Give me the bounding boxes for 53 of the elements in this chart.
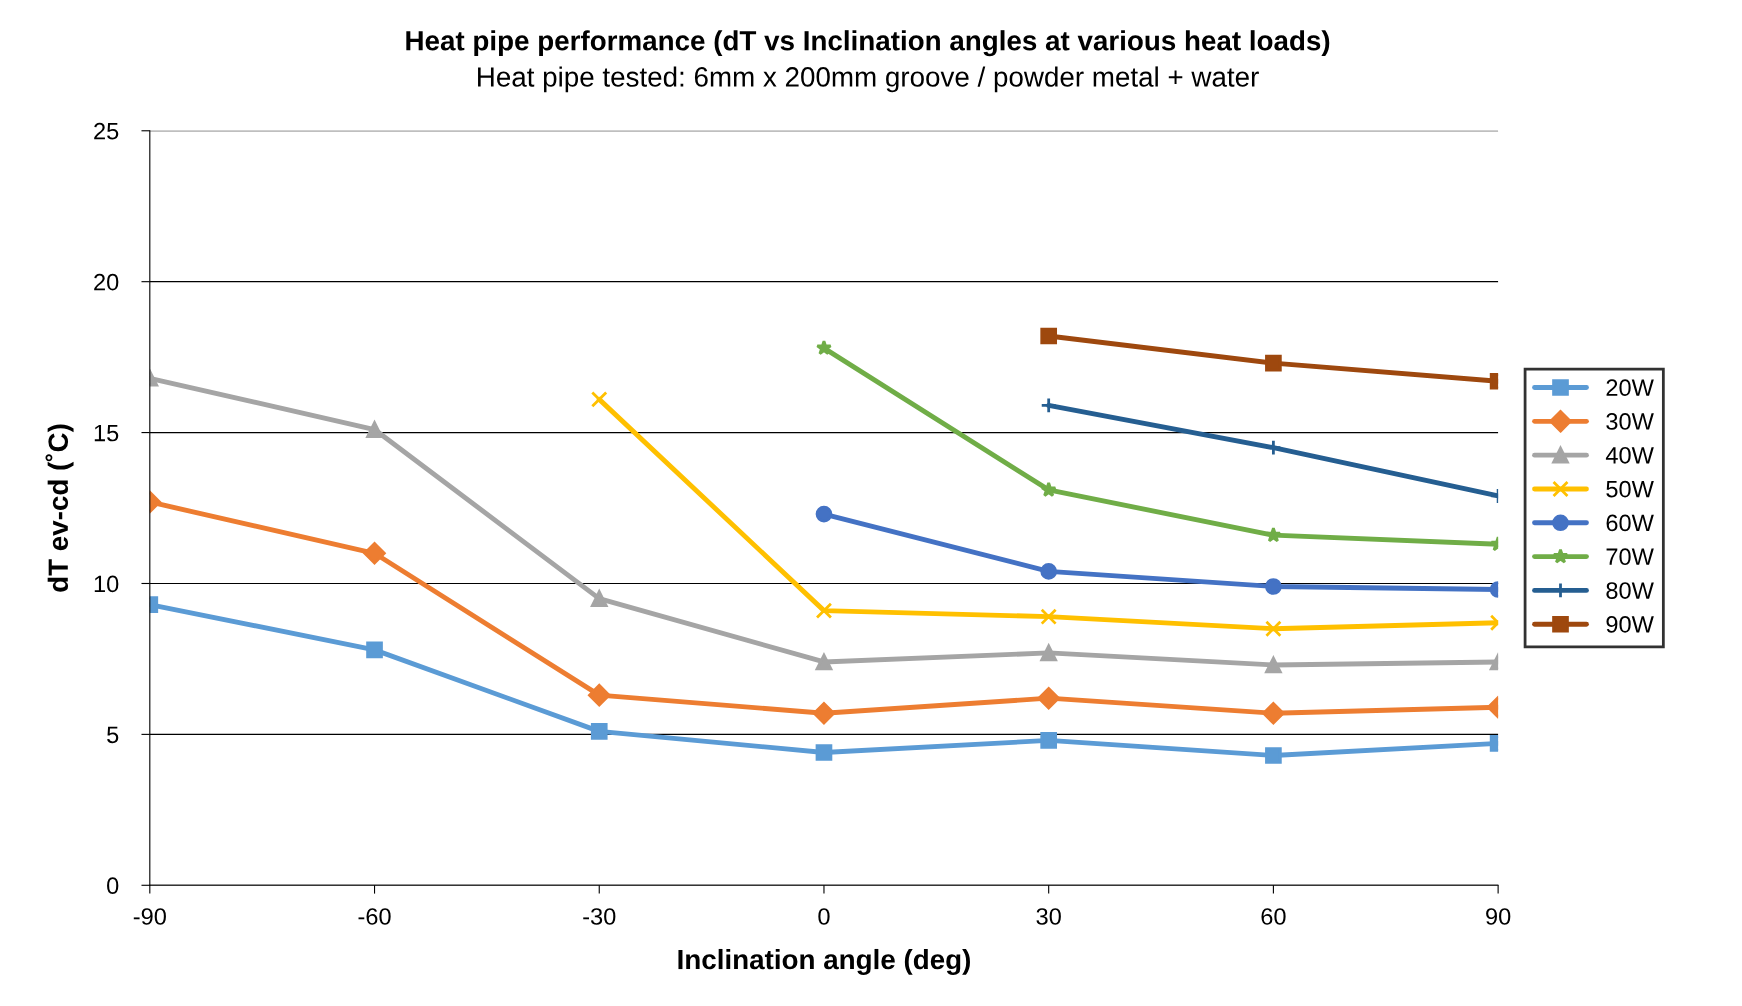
legend-label: 40W (1605, 446, 1654, 464)
point (1040, 644, 1058, 662)
point (363, 542, 386, 565)
point (588, 683, 611, 707)
point (815, 339, 832, 356)
point (1265, 526, 1282, 543)
point (1262, 702, 1285, 725)
x-tick-label: 30 (1036, 908, 1061, 925)
point (1265, 620, 1282, 638)
x-tick-label: -60 (358, 908, 391, 925)
x-tick-label: 60 (1261, 908, 1286, 925)
point (815, 602, 833, 619)
y-tick-label: 20 (94, 273, 119, 291)
y-tick-label: 10 (94, 575, 119, 593)
point (812, 702, 836, 725)
point (1265, 578, 1282, 595)
legend-label: 70W (1606, 548, 1654, 566)
x-tick-label: -90 (133, 908, 166, 925)
y-tick-label: 0 (107, 877, 119, 895)
legend-label: 80W (1606, 582, 1654, 599)
legend-label: 90W (1606, 616, 1654, 633)
point (590, 723, 608, 740)
legend-label: 60W (1606, 514, 1654, 532)
point (1265, 747, 1282, 764)
x-tick-label: -30 (583, 908, 616, 925)
legend-label: 30W (1606, 413, 1654, 430)
point (1040, 327, 1058, 345)
point (1040, 732, 1058, 749)
point (1265, 354, 1282, 372)
point (590, 590, 608, 607)
point (1040, 608, 1058, 626)
point (366, 641, 383, 659)
y-tick-label: 25 (94, 122, 119, 140)
point (366, 421, 383, 438)
point (1040, 481, 1057, 497)
chart-title: Heat pipe performance (dT vs Inclination angles at various heat loads) (406, 30, 1330, 57)
x-tick-label: 0 (818, 908, 830, 925)
chart-subtitle: Heat pipe tested: 6mm x 200mm groove / powder metal + water (478, 66, 1259, 93)
point (590, 391, 608, 408)
point (1040, 563, 1058, 580)
x-axis-title: Inclination angle (deg) (678, 948, 970, 975)
legend-label: 20W (1606, 379, 1654, 397)
y-tick-label: 15 (94, 424, 119, 442)
point (1037, 686, 1060, 710)
point (1265, 656, 1282, 674)
x-tick-label: 90 (1486, 908, 1511, 925)
point (1040, 397, 1058, 414)
legend-label: 50W (1606, 480, 1654, 498)
point (815, 505, 833, 523)
point (815, 653, 833, 671)
point (815, 744, 833, 761)
y-tick-label: 5 (107, 726, 119, 744)
y-axis-title: dT ev-cd (˚C) (45, 424, 74, 592)
